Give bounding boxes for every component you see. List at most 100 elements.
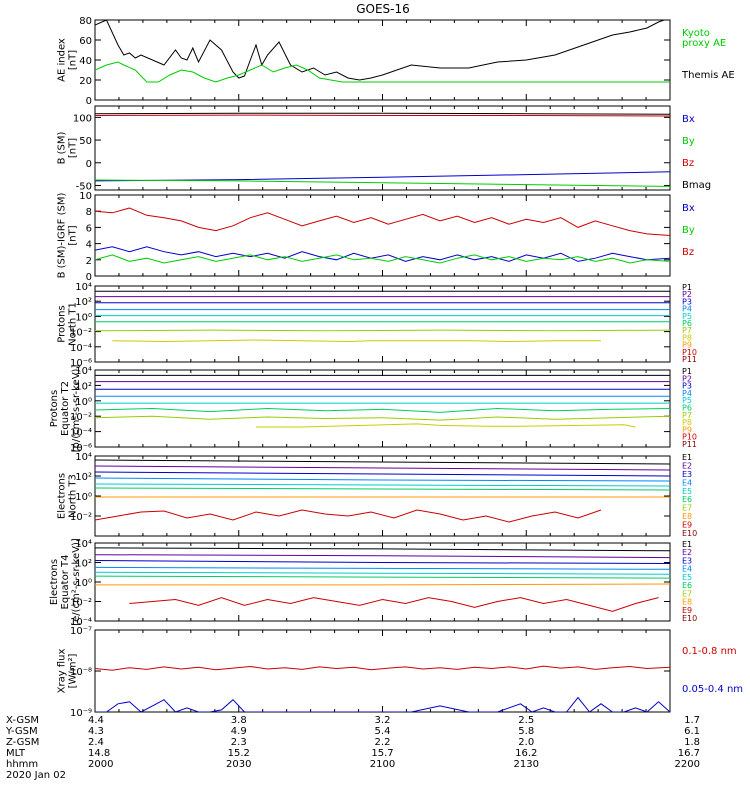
y-tick-label: 10⁻² bbox=[70, 412, 92, 423]
legend-entry: Themis AE bbox=[681, 70, 735, 81]
chart-title: GOES-16 bbox=[356, 2, 410, 16]
x-axis-value: 1.8 bbox=[684, 737, 700, 748]
legend-entry: E6 bbox=[682, 581, 692, 590]
legend-entry: P8 bbox=[682, 418, 692, 427]
x-axis-value: 3.2 bbox=[375, 715, 391, 726]
x-axis-value: 4.3 bbox=[88, 726, 104, 737]
x-axis-row-label: hhmm bbox=[6, 759, 38, 770]
legend-entry: E4 bbox=[682, 478, 692, 487]
legend-entry: E1 bbox=[682, 453, 692, 462]
legend-entry: P3 bbox=[682, 382, 692, 391]
legend-entry: P3 bbox=[682, 297, 692, 306]
legend-entry: P2 bbox=[682, 290, 692, 299]
legend-entry: E7 bbox=[682, 504, 692, 513]
y-axis-title: North T3 bbox=[68, 474, 79, 518]
legend-entry: E4 bbox=[682, 565, 692, 574]
legend-entry: E9 bbox=[682, 606, 692, 615]
legend-entry: P4 bbox=[682, 389, 692, 398]
legend-entry: P4 bbox=[682, 305, 692, 314]
series-line-bx bbox=[95, 171, 670, 182]
series-line-p7 bbox=[95, 415, 670, 421]
y-tick-label: 0 bbox=[86, 159, 92, 170]
series-line-e9 bbox=[95, 509, 602, 523]
legend-entry: P6 bbox=[682, 404, 692, 413]
y-tick-label: 10⁻² bbox=[70, 328, 92, 339]
panel-frame bbox=[94, 19, 671, 101]
series-line-p8 bbox=[112, 339, 601, 343]
panel-frame bbox=[94, 285, 671, 363]
panel-8: 10⁻⁷ 10⁻⁸ 10⁻⁹ Xray flux [W/m²] 0.1-0.8 nm 0.0… bbox=[57, 626, 744, 719]
legend-entry: P11 bbox=[682, 355, 697, 364]
series-line-themis-ae bbox=[95, 20, 666, 81]
legend-entry: E2 bbox=[682, 461, 692, 470]
legend-entry: P11 bbox=[682, 440, 697, 449]
y-tick-label: 10⁰ bbox=[75, 312, 92, 323]
panel-2: -50 0 50 100 B (SM) [nT] Bx By Bz Bmag bbox=[57, 105, 711, 192]
legend-entry: E10 bbox=[682, 529, 697, 538]
y-tick-label: 50 bbox=[79, 136, 92, 147]
panel-3: 0 2 4 6 8 10 B (SM)-IGRF (SM) [nT] Bx By Bz bbox=[57, 191, 695, 283]
legend-entry: P1 bbox=[682, 367, 692, 376]
y-tick-label: 10² bbox=[75, 297, 92, 308]
x-axis-value: 3.8 bbox=[231, 715, 247, 726]
legend-entry: E9 bbox=[682, 521, 692, 530]
x-axis-value: 2.5 bbox=[518, 715, 534, 726]
legend-entry: P7 bbox=[682, 411, 692, 420]
y-axis-title: North T1 bbox=[68, 302, 79, 346]
x-axis-value: 2200 bbox=[675, 759, 700, 770]
legend-entry: P5 bbox=[682, 396, 692, 405]
series-line-bx bbox=[95, 246, 670, 262]
series-line-e2 bbox=[95, 465, 670, 471]
legend-entry: By bbox=[682, 136, 695, 147]
x-axis-row-label: Y-GSM bbox=[5, 726, 38, 737]
y-tick-label: 10⁻⁹ bbox=[70, 708, 92, 719]
legend-entry: E5 bbox=[682, 573, 692, 582]
legend-entry: Bx bbox=[682, 203, 695, 214]
y-tick-label: 80 bbox=[79, 16, 92, 27]
panel-7: 10⁴ 10² 10⁰ 10⁻² 10⁻⁴ Electrons Equator T4 [e/(… bbox=[49, 538, 697, 628]
y-axis-title: [p/(cm²-s-sr-keV)] bbox=[71, 365, 82, 453]
x-axis-value: 2.3 bbox=[231, 737, 247, 748]
y-axis-title: [nT] bbox=[68, 225, 79, 245]
y-axis-title: [e/(cm²-s-sr-keV)] bbox=[71, 538, 82, 626]
series-line-p6 bbox=[95, 407, 670, 413]
series-line-e4 bbox=[95, 477, 670, 482]
y-axis-title: Xray flux bbox=[57, 649, 68, 694]
series-line-e6 bbox=[95, 575, 670, 579]
y-tick-label: 10² bbox=[75, 472, 92, 483]
legend-entry: E8 bbox=[682, 598, 692, 607]
legend-entry: 0.05-0.4 nm bbox=[682, 684, 743, 695]
legend-entry: E1 bbox=[682, 540, 692, 549]
x-axis-value: 2.0 bbox=[518, 737, 534, 748]
y-tick-label: 10⁻⁷ bbox=[70, 626, 92, 637]
legend-entry: E3 bbox=[682, 470, 692, 479]
y-tick-label: 40 bbox=[79, 56, 92, 67]
panel-frame bbox=[94, 629, 671, 713]
x-axis-row-label: 2020 Jan 02 bbox=[6, 770, 66, 781]
series-line-0-05-0-4-nm bbox=[95, 696, 670, 712]
series-line-e4 bbox=[95, 566, 670, 570]
series-line-by bbox=[95, 179, 670, 187]
series-line-0-1-0-8-nm bbox=[95, 665, 670, 671]
x-axis-value: 16.2 bbox=[515, 748, 537, 759]
series-line-e7 bbox=[95, 583, 670, 586]
y-tick-label: 0 bbox=[86, 272, 92, 283]
legend-entry: E10 bbox=[682, 614, 697, 623]
y-tick-label: 10⁴ bbox=[75, 366, 92, 377]
x-axis-value: 4.4 bbox=[88, 715, 104, 726]
x-axis-value: 1.7 bbox=[684, 715, 700, 726]
panel-frame bbox=[94, 194, 671, 277]
y-tick-label: 10 bbox=[79, 191, 92, 202]
x-axis-value: 15.2 bbox=[228, 748, 250, 759]
y-axis-title: [nT] bbox=[68, 138, 79, 158]
y-tick-label: 10⁰ bbox=[75, 397, 92, 408]
legend-entry: E5 bbox=[682, 487, 692, 496]
legend-entry: Kyoto bbox=[682, 28, 710, 39]
y-tick-label: 10⁰ bbox=[75, 578, 92, 589]
legend-entry: P10 bbox=[682, 433, 697, 442]
legend-entry: proxy AE bbox=[682, 38, 726, 49]
x-axis-value: 2100 bbox=[370, 759, 395, 770]
y-tick-label: 10⁴ bbox=[75, 452, 92, 463]
